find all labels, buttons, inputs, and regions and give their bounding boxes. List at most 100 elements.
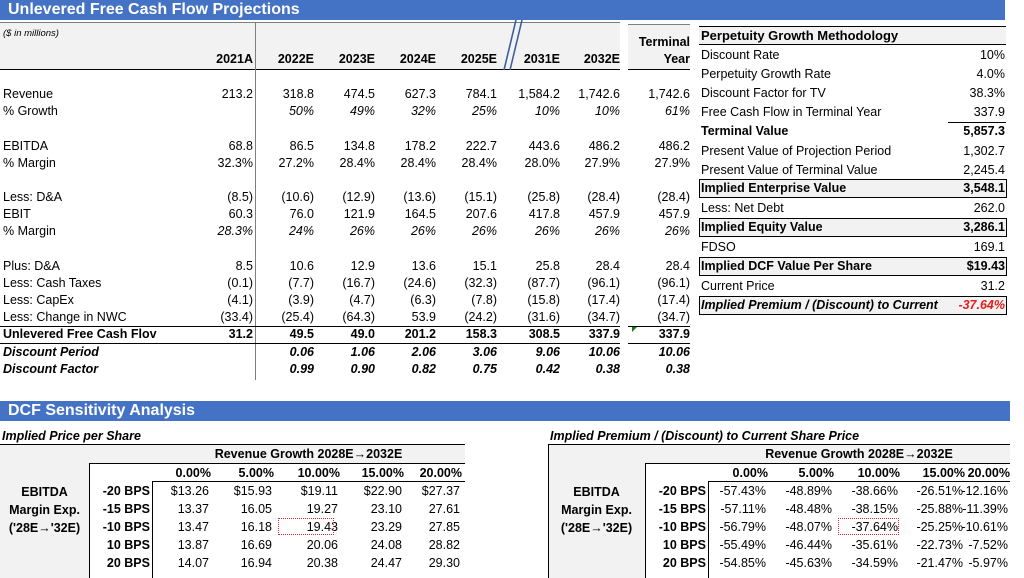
perpetuity-label: Discount Factor for TV bbox=[701, 86, 826, 100]
perpetuity-label: Present Value of Terminal Value bbox=[701, 163, 878, 177]
sensitivity-cell: -12.16% bbox=[961, 484, 1008, 498]
row-value: 0.99 bbox=[289, 362, 314, 376]
row-value: 13.6 bbox=[411, 259, 436, 273]
sensitivity-cell: -34.59% bbox=[851, 556, 898, 570]
row-value: 28.4% bbox=[339, 156, 375, 170]
row-value: (12.9) bbox=[342, 190, 375, 204]
row-value: (7.8) bbox=[471, 293, 497, 307]
sensitivity-cell: -38.15% bbox=[851, 502, 898, 516]
row-value: 486.2 bbox=[588, 139, 620, 153]
sensitivity-cell: 19.27 bbox=[306, 502, 338, 516]
actual-estimate-separator bbox=[255, 22, 256, 380]
row-value: (0.1) bbox=[227, 276, 253, 290]
projection-row: Less: CapEx (4.1) (3.9) (4.7) (6.3) (7.8) (15.… bbox=[0, 292, 700, 309]
sensitivity-cell: -7.52% bbox=[968, 538, 1008, 552]
row-label: Unlevered Free Cash Flov bbox=[3, 327, 157, 341]
sensitivity-cell: $19.11 bbox=[300, 484, 338, 498]
row-value: 0.38 bbox=[595, 362, 620, 376]
row-value: 28.4% bbox=[400, 156, 436, 170]
row-header: -10 BPS bbox=[658, 520, 706, 534]
row-value: 457.9 bbox=[588, 207, 620, 221]
row-value: 49% bbox=[349, 104, 375, 118]
row-value: 0.42 bbox=[535, 362, 560, 376]
sensitivity-cell: 24.47 bbox=[370, 556, 402, 570]
row-label: Discount Period bbox=[3, 345, 99, 359]
sensitivity-cell: -38.66% bbox=[851, 484, 898, 498]
row-value: (28.4) bbox=[587, 190, 620, 204]
sensitivity-title: DCF Sensitivity Analysis bbox=[8, 402, 196, 419]
row-axis-label: Margin Exp. bbox=[561, 503, 632, 517]
row-value: 0.82 bbox=[411, 362, 436, 376]
perpetuity-label: Perpetuity Growth Rate bbox=[701, 67, 831, 81]
row-value: 627.3 bbox=[404, 87, 436, 101]
row-value: (32.3) bbox=[464, 276, 497, 290]
row-value: 318.8 bbox=[282, 87, 314, 101]
sensitivity-cell: 23.10 bbox=[370, 502, 402, 516]
column-header: 5.00% bbox=[798, 466, 834, 480]
row-value: 474.5 bbox=[343, 87, 375, 101]
row-value: 25% bbox=[471, 104, 497, 118]
terminal-value: 26% bbox=[664, 224, 690, 238]
row-label: % Growth bbox=[3, 104, 58, 118]
sensitivity-cell: -11.39% bbox=[962, 502, 1008, 516]
row-value: (87.7) bbox=[527, 276, 560, 290]
terminal-header-line1: Terminal bbox=[638, 35, 690, 49]
column-header-2025e: 2025E bbox=[460, 52, 497, 66]
row-value: (3.9) bbox=[288, 293, 314, 307]
terminal-value: (28.4) bbox=[657, 190, 690, 204]
projection-row: EBITDA 68.8 86.5 134.8 178.2 222.7 443.6 486.2 4… bbox=[0, 138, 700, 155]
sensitivity-cell: $15.93 bbox=[233, 484, 272, 498]
row-value: 1,584.2 bbox=[518, 87, 560, 101]
column-header-2023e: 2023E bbox=[338, 52, 375, 66]
highlight-box bbox=[699, 257, 1007, 276]
row-value: 86.5 bbox=[289, 139, 314, 153]
terminal-value: 61% bbox=[664, 104, 690, 118]
column-header-2022e: 2022E bbox=[277, 52, 314, 66]
sensitivity-cell: -21.47% bbox=[916, 556, 963, 570]
base-case-highlight bbox=[838, 518, 899, 535]
row-header: -15 BPS bbox=[658, 502, 706, 516]
row-value: (16.7) bbox=[342, 276, 375, 290]
column-header-2021a: 2021A bbox=[216, 52, 253, 66]
sensitivity-cell: -22.73% bbox=[916, 538, 963, 552]
row-header: -15 BPS bbox=[102, 502, 150, 516]
row-value: 28.4 bbox=[595, 259, 620, 273]
projection-row: Less: Cash Taxes (0.1) (7.7) (16.7) (24.6) (3… bbox=[0, 275, 700, 292]
row-label: Less: CapEx bbox=[3, 293, 74, 307]
row-value: 32% bbox=[410, 104, 436, 118]
row-value: 49.0 bbox=[350, 327, 375, 341]
base-case-highlight bbox=[278, 518, 334, 535]
row-value: (25.4) bbox=[281, 310, 314, 324]
row-value: 1.06 bbox=[350, 345, 375, 359]
row-value: 222.7 bbox=[465, 139, 497, 153]
sum-line bbox=[948, 122, 1006, 123]
terminal-underline bbox=[628, 69, 690, 70]
sensitivity-cell: 14.07 bbox=[177, 556, 209, 570]
perpetuity-value: 38.3% bbox=[969, 86, 1005, 100]
row-value: 27.2% bbox=[278, 156, 314, 170]
sensitivity-cell: -46.44% bbox=[785, 538, 832, 552]
projection-row: Unlevered Free Cash Flov 31.2 49.5 49.0 201.… bbox=[0, 326, 700, 343]
perpetuity-value: 3,548.1 bbox=[963, 181, 1005, 195]
terminal-value: 486.2 bbox=[658, 139, 690, 153]
row-value: 28.3% bbox=[217, 224, 253, 238]
projection-row: % Margin 28.3% 24% 26% 26% 26% 26% 26% 26% bbox=[0, 223, 700, 240]
row-value: 26% bbox=[594, 224, 620, 238]
sensitivity-cell: $22.90 bbox=[363, 484, 402, 498]
sensitivity-cell: -48.89% bbox=[785, 484, 832, 498]
perpetuity-label: Implied Equity Value bbox=[701, 220, 823, 234]
row-value: 28.0% bbox=[524, 156, 560, 170]
sensitivity-cell: 13.47 bbox=[177, 520, 209, 534]
sensitivity-cell: 27.85 bbox=[428, 520, 460, 534]
row-header: -20 BPS bbox=[102, 484, 150, 498]
sensitivity-cell: 28.82 bbox=[428, 538, 460, 552]
row-label: Less: D&A bbox=[3, 190, 63, 204]
sensitivity-cell: 16.18 bbox=[240, 520, 272, 534]
row-axis-label: Margin Exp. bbox=[9, 503, 80, 517]
sensitivity-cell: -26.51% bbox=[916, 484, 963, 498]
row-value: 60.3 bbox=[228, 207, 253, 221]
row-value bbox=[193, 344, 253, 361]
row-value: (25.8) bbox=[527, 190, 560, 204]
terminal-value: (96.1) bbox=[657, 276, 690, 290]
row-value: 10% bbox=[534, 104, 560, 118]
